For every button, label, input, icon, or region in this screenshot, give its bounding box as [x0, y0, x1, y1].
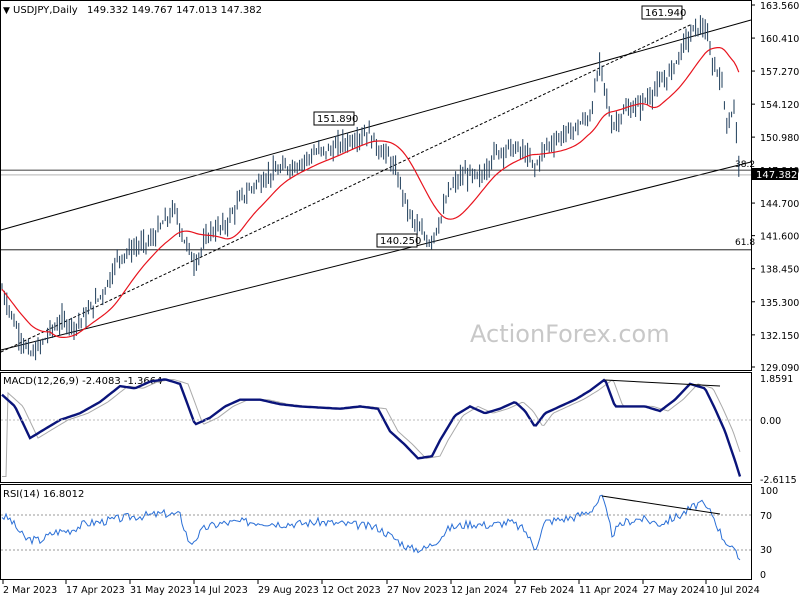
price-y-tick-label: 154.120 [760, 100, 799, 111]
price-pane [0, 0, 752, 371]
fib-level-label: 61.8 [735, 238, 755, 248]
channel-lower-line [0, 161, 752, 351]
price-y-tick-label: 150.980 [760, 133, 799, 144]
price-y-tick-label: 157.270 [760, 67, 799, 78]
price-y-tick-label: 144.700 [760, 199, 799, 210]
price-y-tick-label: 141.600 [760, 232, 799, 243]
x-tick-label: 29 Aug 2023 [258, 585, 319, 596]
callout-label-low-2023: 140.250 [380, 236, 421, 247]
macd-line [1, 378, 742, 477]
macd-divergence-line [604, 379, 721, 387]
x-axis: 2 Mar 2023 17 Apr 2023 31 May 2023 14 Jul 2… [2, 580, 760, 596]
chart-header-arrow: ▼ [3, 6, 10, 16]
macd-y-tick-label: 1.8591 [760, 374, 793, 385]
callout-label-high-2024: 161.940 [645, 8, 686, 19]
macd-y-tick-label: -2.6115 [760, 475, 797, 486]
callout-box [313, 111, 355, 126]
current-price-tag [752, 168, 798, 180]
price-y-tick-label: 129.090 [760, 363, 799, 374]
price-y-tick-label: 132.150 [760, 331, 799, 342]
price-y-tick-label: 135.300 [760, 298, 799, 309]
callouts: 151.890 161.940 140.250 [313, 5, 686, 248]
rsi-divergence-line [601, 495, 721, 515]
rsi-y-tick-label: 100 [760, 486, 778, 497]
callout-box [641, 5, 683, 20]
price-y-axis: 163.560160.410157.270154.120150.980147.8… [751, 1, 799, 374]
x-tick-label: 17 Apr 2023 [66, 585, 125, 596]
price-y-tick-label: 138.450 [760, 265, 799, 276]
macd-pane [0, 372, 752, 483]
x-tick-label: 10 Jul 2024 [706, 585, 760, 596]
x-tick-label: 12 Oct 2023 [322, 585, 381, 596]
x-tick-label: 27 Nov 2023 [387, 585, 448, 596]
callout-box [376, 233, 418, 248]
x-tick-label: 31 May 2023 [130, 585, 192, 596]
x-tick-label: 27 May 2024 [643, 585, 705, 596]
rsi-y-tick-label: 0 [760, 570, 766, 581]
macd-y-tick-label: 0.00 [760, 416, 781, 427]
rsi-label: RSI(14) 16.8012 [3, 489, 84, 500]
rsi-y-axis: 100 70 30 0 [760, 486, 778, 581]
macd-y-axis: 1.8591 0.00 -2.6115 [760, 374, 797, 486]
price-overlays: 38.2 61.8 [0, 19, 755, 353]
sma-line [1, 46, 740, 338]
x-tick-label: 27 Feb 2024 [515, 585, 574, 596]
price-bars [1, 15, 740, 361]
callout-label-high-2023: 151.890 [317, 114, 358, 125]
x-tick-label: 11 Apr 2024 [579, 585, 638, 596]
x-tick-label: 2 Mar 2023 [3, 585, 57, 596]
watermark: ActionForex.com [470, 320, 670, 348]
fib-level-label: 38.2 [735, 160, 755, 170]
price-y-tick-label: 160.410 [760, 34, 799, 45]
price-y-tick-label: 163.560 [760, 1, 799, 12]
rsi-line [1, 494, 741, 561]
macd-label: MACD(12,26,9) -2.4083 -1.3664 [3, 376, 163, 387]
trend-dashed-line [0, 24, 691, 353]
chart-title: USDJPY,Daily [13, 5, 78, 16]
current-price-label: 147.382 [756, 170, 797, 181]
chart-ohlc: 149.332 149.767 147.013 147.382 [87, 5, 262, 16]
rsi-pane [0, 484, 752, 580]
rsi-y-tick-label: 70 [760, 511, 772, 522]
x-tick-label: 14 Jul 2023 [194, 585, 248, 596]
x-tick-label: 12 Jan 2024 [451, 585, 508, 596]
rsi-y-tick-label: 30 [760, 545, 772, 556]
